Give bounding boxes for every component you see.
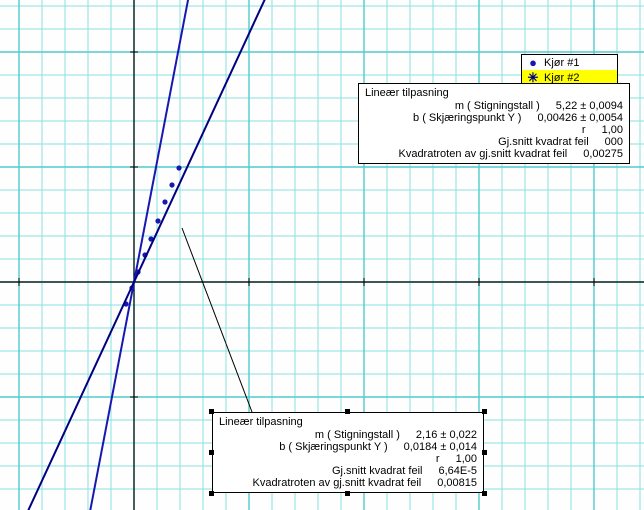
info-line-label: b ( Skjæringspunkt Y ) [219,441,388,453]
info-box-line: r1,00 [365,124,623,136]
info-line-value: 0,00426 ± 0,0054 [521,112,623,124]
selection-handle[interactable] [209,450,214,455]
info-box-line: b ( Skjæringspunkt Y )0,0184 ± 0,014 [219,441,477,453]
legend-item-label: Kjør #2 [544,72,579,84]
selection-handle[interactable] [345,491,350,496]
series-legend[interactable]: ●Kjør #1✳Kjør #2 [521,54,618,86]
info-line-value: 000 [589,136,623,148]
fit-info-box-1[interactable]: Lineær tilpasningm ( Stigningstall )5,22… [358,83,630,164]
info-box-line: r1,00 [219,453,477,465]
info-box-title: Lineær tilpasning [219,416,477,428]
info-line-label: m ( Stigningstall ) [365,100,540,112]
selection-handle[interactable] [209,409,214,414]
info-box-line: b ( Skjæringspunkt Y )0,00426 ± 0,0054 [365,112,623,124]
info-box-line: m ( Stigningstall )2,16 ± 0,022 [219,429,477,441]
info-line-value: 0,00275 [567,148,623,160]
info-line-label: Gj.snitt kvadrat feil [219,465,422,477]
selection-handle[interactable] [482,450,487,455]
info-box-line: m ( Stigningstall )5,22 ± 0,0094 [365,100,623,112]
info-box-line: Kvadratroten av gj.snitt kvadrat feil0,0… [219,477,477,489]
circle-icon: ● [526,56,540,69]
fit-info-box-2[interactable]: Lineær tilpasningm ( Stigningstall )2,16… [212,412,484,493]
info-line-label: Kvadratroten av gj.snitt kvadrat feil [219,477,421,489]
selection-handle[interactable] [482,491,487,496]
info-line-label: b ( Skjæringspunkt Y ) [365,112,521,124]
info-box-line: Kvadratroten av gj.snitt kvadrat feil0,0… [365,148,623,160]
info-line-label: Kvadratroten av gj.snitt kvadrat feil [365,148,567,160]
selection-handle[interactable] [209,491,214,496]
info-line-value: 6,64E-5 [422,465,477,477]
info-line-label: m ( Stigningstall ) [219,429,400,441]
info-line-label: r [365,124,586,136]
info-line-value: 1,00 [440,453,477,465]
info-line-value: 2,16 ± 0,022 [400,429,477,441]
legend-item-kjør1[interactable]: ● Kjør #1 [522,55,617,70]
info-box-title: Lineær tilpasning [365,87,623,99]
info-box-line: Gj.snitt kvadrat feil6,64E-5 [219,465,477,477]
info-box-line: Gj.snitt kvadrat feil000 [365,136,623,148]
info-line-value: 0,00815 [421,477,477,489]
info-line-label: r [219,453,440,465]
info-line-label: Gj.snitt kvadrat feil [365,136,589,148]
selection-handle[interactable] [345,409,350,414]
info-line-value: 1,00 [586,124,623,136]
selection-handle[interactable] [482,409,487,414]
legend-item-label: Kjør #1 [544,57,579,69]
info-line-value: 5,22 ± 0,0094 [540,100,623,112]
info-line-value: 0,0184 ± 0,014 [388,441,477,453]
